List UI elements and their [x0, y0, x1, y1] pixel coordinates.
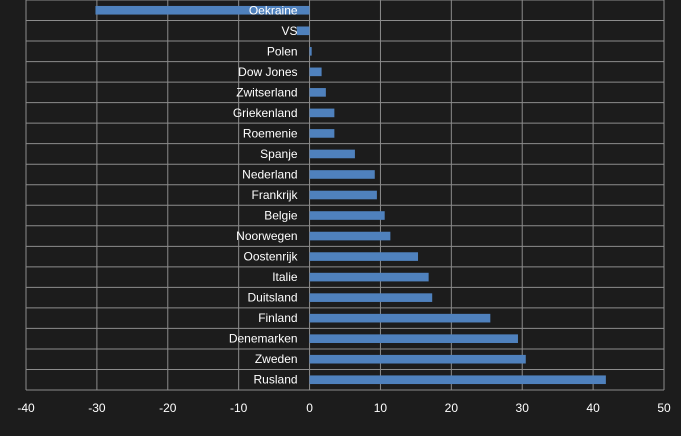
- bar-zweden: [309, 354, 526, 364]
- category-label: Finland: [258, 311, 297, 325]
- category-label: Nederland: [242, 167, 297, 181]
- category-label: Zwitserland: [236, 85, 297, 99]
- x-tick-label: 40: [586, 401, 600, 415]
- x-tick-label: 20: [445, 401, 459, 415]
- category-label: Rusland: [254, 373, 298, 387]
- bar-spanje: [309, 149, 355, 159]
- bar-vs: [296, 26, 310, 36]
- x-tick-label: 0: [306, 401, 313, 415]
- bar-belgie: [309, 211, 385, 220]
- bar-oostenrijk: [309, 252, 419, 261]
- category-label: Spanje: [260, 147, 298, 161]
- category-label: Noorwegen: [236, 229, 297, 243]
- bar-oekraine: [95, 5, 310, 15]
- bar-finland: [309, 313, 491, 323]
- x-tick-label: -30: [88, 401, 106, 415]
- category-label: Zweden: [255, 352, 298, 366]
- bar-roemenie: [309, 129, 335, 138]
- bar-nederland: [309, 170, 375, 179]
- bar-italie: [309, 272, 429, 282]
- category-label: Denemarken: [229, 332, 298, 346]
- bar-dow-jones: [309, 67, 322, 77]
- category-label: Frankrijk: [252, 188, 299, 202]
- bar-noorwegen: [309, 231, 391, 241]
- category-label: Oostenrijk: [244, 250, 299, 264]
- category-label: VS: [282, 24, 298, 38]
- category-label: Griekenland: [233, 106, 298, 120]
- x-tick-label: -10: [230, 401, 248, 415]
- category-label: Roemenie: [243, 126, 298, 140]
- bars: [95, 5, 606, 385]
- category-label: Italie: [272, 270, 298, 284]
- category-label: Polen: [267, 44, 298, 58]
- category-label: Belgie: [264, 209, 298, 223]
- x-tick-labels: -40 -30 -20 -10 0 10 20 30 40 50: [17, 401, 671, 415]
- bar-duitsland: [309, 293, 433, 302]
- bar-rusland: [309, 375, 606, 385]
- x-tick-label: 10: [374, 401, 388, 415]
- bar-frankrijk: [309, 190, 377, 200]
- bar-griekenland: [309, 108, 335, 118]
- x-tick-label: 30: [516, 401, 530, 415]
- bar-zwitserland: [309, 88, 326, 97]
- x-tick-label: 50: [657, 401, 671, 415]
- category-label: Oekraine: [249, 3, 298, 17]
- x-tick-label: -20: [159, 401, 177, 415]
- gridlines: [25, 0, 665, 391]
- bar-denemarken: [309, 334, 518, 343]
- category-labels: Oekraine VS Polen Dow Jones Zwitserland Griek…: [229, 3, 299, 386]
- category-label: Duitsland: [248, 291, 298, 305]
- category-label: Dow Jones: [238, 65, 297, 79]
- bar-polen: [309, 47, 312, 56]
- x-tick-label: -40: [17, 401, 35, 415]
